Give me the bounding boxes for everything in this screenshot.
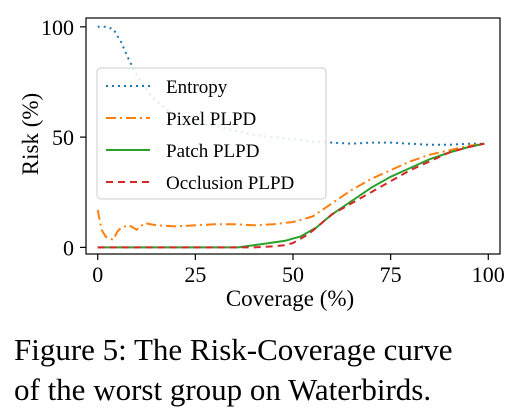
x-tick-label: 100 xyxy=(472,262,505,287)
x-axis-label: Coverage (%) xyxy=(226,286,354,311)
x-tick-label: 50 xyxy=(282,262,304,287)
series-line-patch-plpd xyxy=(97,142,485,249)
axis-ticks: 0 25 50 75 100 0 50 100 xyxy=(41,15,505,287)
legend-label: Patch PLPD xyxy=(166,141,259,162)
caption-line-1: Figure 5: The Risk-Coverage curve xyxy=(14,332,453,367)
figure-caption: Figure 5: The Risk-Coverage curve of the… xyxy=(14,330,514,410)
series-line-occlusion-plpd xyxy=(97,142,485,249)
legend-label: Pixel PLPD xyxy=(166,109,256,130)
legend-label: Entropy xyxy=(166,77,228,98)
legend-box xyxy=(96,67,327,200)
legend: Entropy Pixel PLPD Patch PLPD Occlusion PLP… xyxy=(96,67,327,200)
risk-coverage-chart: 0 25 50 75 100 0 50 100 Coverage (%) Risk (%) E… xyxy=(18,15,505,311)
caption-line-2: of the worst group on Waterbirds. xyxy=(14,372,432,407)
legend-label: Occlusion PLPD xyxy=(166,173,294,194)
series-line-pixel-plpd xyxy=(96,142,485,241)
x-tick-label: 75 xyxy=(380,262,402,287)
x-tick-label: 0 xyxy=(92,262,103,287)
x-tick-label: 25 xyxy=(184,262,206,287)
y-tick-label: 0 xyxy=(63,235,74,260)
y-tick-label: 50 xyxy=(52,125,74,150)
y-tick-label: 100 xyxy=(41,15,74,40)
y-axis-label: Risk (%) xyxy=(18,93,43,175)
